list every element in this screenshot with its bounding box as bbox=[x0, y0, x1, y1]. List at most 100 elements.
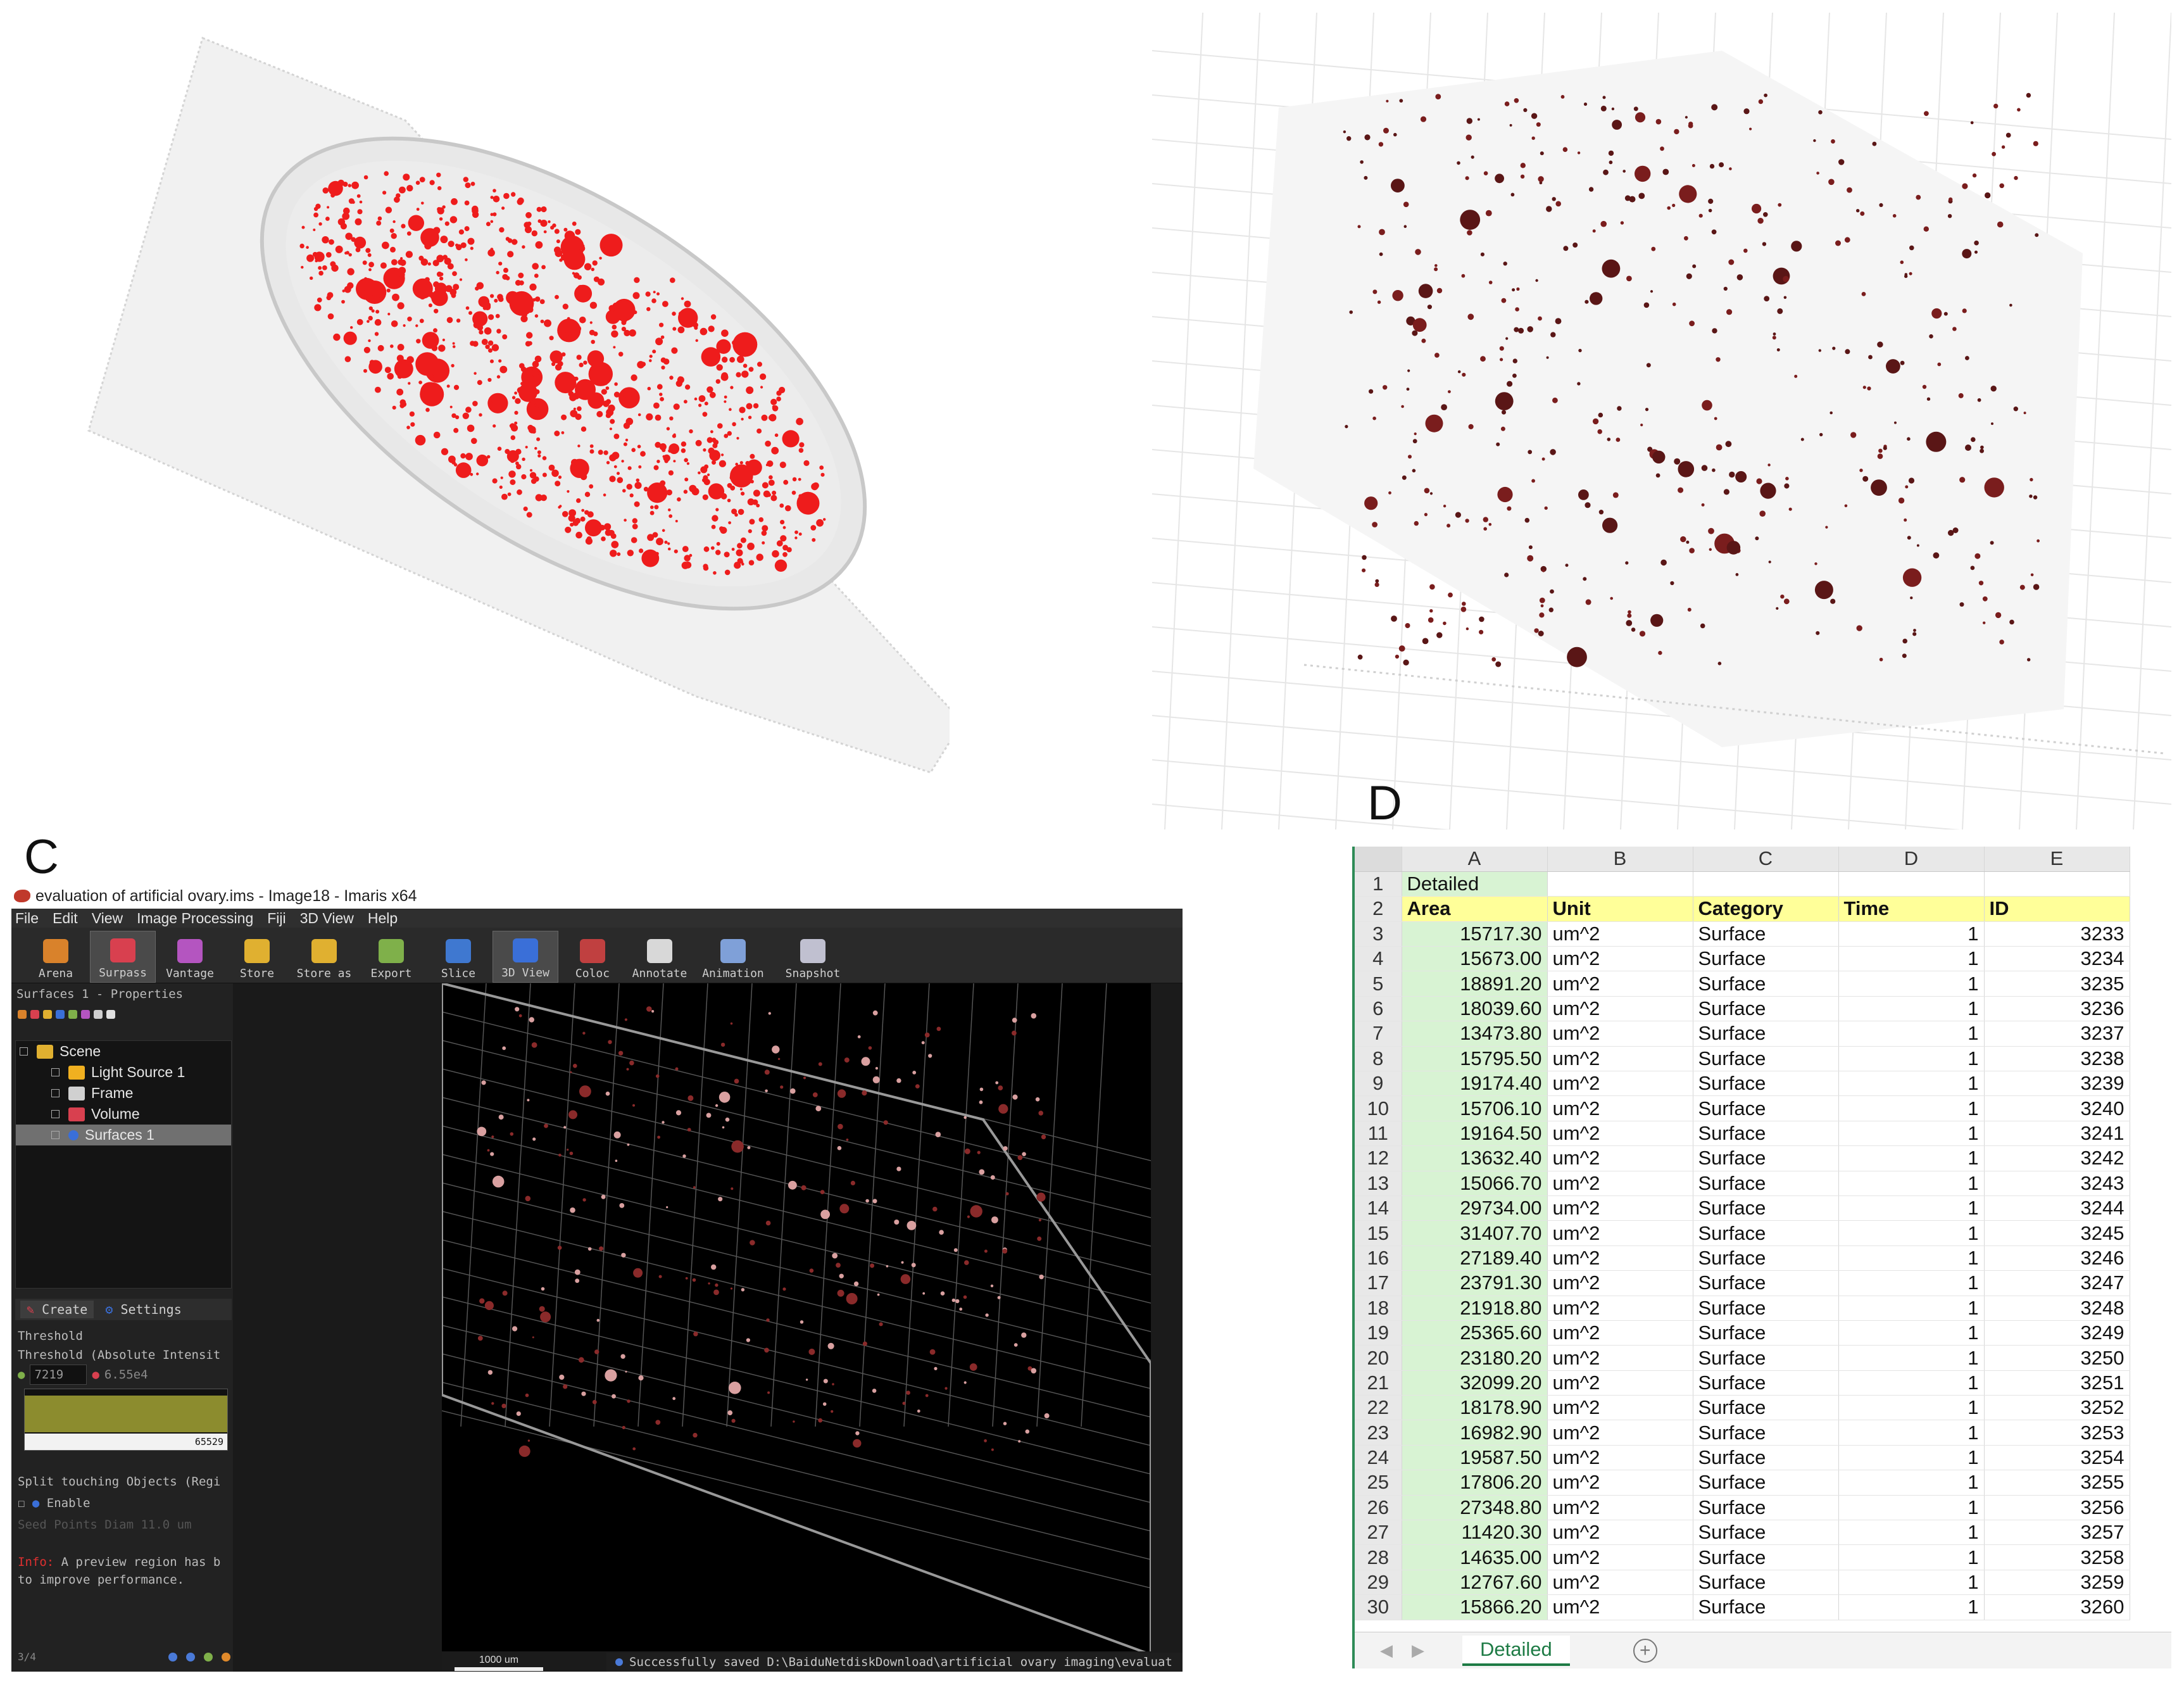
cell-time[interactable]: 1 bbox=[1838, 1195, 1985, 1221]
cell-area[interactable]: 15673.00 bbox=[1402, 946, 1548, 972]
threshold-lock-icon[interactable]: ● bbox=[18, 1368, 25, 1382]
threshold-value-field[interactable]: 7219 bbox=[30, 1365, 87, 1385]
row-header[interactable]: 17 bbox=[1355, 1270, 1402, 1296]
row-header[interactable]: 27 bbox=[1355, 1520, 1402, 1546]
menu-file[interactable]: File bbox=[15, 909, 39, 926]
cell-category[interactable]: Surface bbox=[1693, 1171, 1839, 1196]
add-cells-icon[interactable] bbox=[43, 1010, 52, 1019]
cell-unit[interactable]: um^2 bbox=[1547, 1220, 1693, 1246]
cell-unit[interactable]: um^2 bbox=[1547, 1171, 1693, 1196]
visibility-checkbox[interactable] bbox=[51, 1131, 60, 1139]
cell-category[interactable]: Surface bbox=[1693, 1046, 1839, 1072]
cell-category[interactable]: Surface bbox=[1693, 946, 1839, 972]
header-cell-time[interactable]: Time bbox=[1838, 896, 1985, 922]
cell-unit[interactable]: um^2 bbox=[1547, 1470, 1693, 1496]
tree-node-light-source[interactable]: Light Source 1 bbox=[16, 1062, 231, 1083]
cell-category[interactable]: Surface bbox=[1693, 1145, 1839, 1171]
tree-node-volume[interactable]: Volume bbox=[16, 1104, 231, 1125]
cell-area[interactable]: 19587.50 bbox=[1402, 1445, 1548, 1471]
row-header[interactable]: 15 bbox=[1355, 1220, 1402, 1246]
cell-unit[interactable]: um^2 bbox=[1547, 996, 1693, 1022]
prev-sheet-icon[interactable]: ◀ bbox=[1380, 1641, 1393, 1660]
menu-help[interactable]: Help bbox=[367, 909, 398, 926]
cell-area[interactable]: 15866.20 bbox=[1402, 1594, 1548, 1620]
cell-unit[interactable]: um^2 bbox=[1547, 1296, 1693, 1321]
row-header[interactable]: 1 bbox=[1355, 871, 1402, 897]
cell-category[interactable]: Surface bbox=[1693, 1570, 1839, 1596]
cell-area[interactable]: 16982.90 bbox=[1402, 1420, 1548, 1446]
cell-time[interactable]: 1 bbox=[1838, 1570, 1985, 1596]
row-header[interactable]: 22 bbox=[1355, 1395, 1402, 1421]
cell-id[interactable]: 3241 bbox=[1984, 1121, 2130, 1147]
cell-unit[interactable]: um^2 bbox=[1547, 1270, 1693, 1296]
row-header[interactable]: 7 bbox=[1355, 1021, 1402, 1047]
cell-category[interactable]: Surface bbox=[1693, 1495, 1839, 1521]
add-clipping-icon[interactable] bbox=[68, 1010, 77, 1019]
cell-category[interactable]: Surface bbox=[1693, 1220, 1839, 1246]
cell-id[interactable]: 3244 bbox=[1984, 1195, 2130, 1221]
row-header[interactable]: 16 bbox=[1355, 1245, 1402, 1271]
cell-unit[interactable]: um^2 bbox=[1547, 1345, 1693, 1371]
cell-unit[interactable]: um^2 bbox=[1547, 946, 1693, 972]
threshold-histogram[interactable]: 65529 bbox=[24, 1389, 228, 1451]
cell-id[interactable]: 3257 bbox=[1984, 1520, 2130, 1546]
cell-area[interactable]: 19174.40 bbox=[1402, 1071, 1548, 1097]
cell-id[interactable]: 3242 bbox=[1984, 1145, 2130, 1171]
cell-area[interactable]: 23791.30 bbox=[1402, 1270, 1548, 1296]
delete-icon[interactable] bbox=[106, 1010, 115, 1019]
add-spots-icon[interactable] bbox=[18, 1010, 27, 1019]
cell-unit[interactable]: um^2 bbox=[1547, 1121, 1693, 1147]
select-all-corner[interactable] bbox=[1355, 847, 1402, 872]
cell-time[interactable]: 1 bbox=[1838, 1245, 1985, 1271]
cell-category[interactable]: Surface bbox=[1693, 1320, 1839, 1346]
wizard-cancel-icon[interactable] bbox=[222, 1652, 230, 1662]
cell-time[interactable]: 1 bbox=[1838, 1320, 1985, 1346]
tab-settings[interactable]: ⚙ Settings bbox=[105, 1302, 182, 1317]
row-header[interactable]: 25 bbox=[1355, 1470, 1402, 1496]
cell-category[interactable]: Surface bbox=[1693, 1470, 1839, 1496]
menu-view[interactable]: View bbox=[91, 909, 123, 926]
cell-id[interactable]: 3239 bbox=[1984, 1071, 2130, 1097]
cell-category[interactable]: Surface bbox=[1693, 1071, 1839, 1097]
cell-area[interactable]: 32099.20 bbox=[1402, 1370, 1548, 1396]
col-header-d[interactable]: D bbox=[1838, 847, 1985, 872]
cell-unit[interactable]: um^2 bbox=[1547, 1021, 1693, 1047]
cell-category[interactable]: Surface bbox=[1693, 1445, 1839, 1471]
cell-unit[interactable]: um^2 bbox=[1547, 1544, 1693, 1570]
cell-id[interactable]: 3248 bbox=[1984, 1296, 2130, 1321]
visibility-checkbox[interactable] bbox=[51, 1089, 60, 1097]
toolbar-slice-button[interactable]: Slice bbox=[425, 931, 491, 983]
row-header[interactable]: 2 bbox=[1355, 896, 1402, 922]
row-header[interactable]: 11 bbox=[1355, 1121, 1402, 1147]
cell-category[interactable]: Surface bbox=[1693, 971, 1839, 997]
toolbar-coloc-button[interactable]: Coloc bbox=[560, 931, 625, 983]
cell-unit[interactable]: um^2 bbox=[1547, 971, 1693, 997]
cell-id[interactable]: 3250 bbox=[1984, 1345, 2130, 1371]
toolbar-arena-button[interactable]: Arena bbox=[23, 931, 89, 983]
next-sheet-icon[interactable]: ▶ bbox=[1412, 1641, 1424, 1660]
cell-unit[interactable]: um^2 bbox=[1547, 1071, 1693, 1097]
cell-category[interactable]: Surface bbox=[1693, 1245, 1839, 1271]
cell-time[interactable]: 1 bbox=[1838, 1370, 1985, 1396]
add-filaments-icon[interactable] bbox=[56, 1010, 65, 1019]
add-surfaces-icon[interactable] bbox=[30, 1010, 39, 1019]
row-header[interactable]: 18 bbox=[1355, 1296, 1402, 1321]
cell-time[interactable]: 1 bbox=[1838, 1046, 1985, 1072]
row-header[interactable]: 30 bbox=[1355, 1594, 1402, 1620]
cell-id[interactable]: 3260 bbox=[1984, 1594, 2130, 1620]
cell-category[interactable]: Surface bbox=[1693, 1095, 1839, 1121]
cell-id[interactable]: 3255 bbox=[1984, 1470, 2130, 1496]
cell-id[interactable]: 3254 bbox=[1984, 1445, 2130, 1471]
cell-unit[interactable]: um^2 bbox=[1547, 1594, 1693, 1620]
cell-time[interactable]: 1 bbox=[1838, 996, 1985, 1022]
tab-create[interactable]: ✎ Create bbox=[20, 1301, 94, 1318]
row-header[interactable]: 19 bbox=[1355, 1320, 1402, 1346]
toolbar-3d-view-button[interactable]: 3D View bbox=[493, 931, 558, 983]
cell-unit[interactable]: um^2 bbox=[1547, 1420, 1693, 1446]
cell-unit[interactable]: um^2 bbox=[1547, 1520, 1693, 1546]
cell-category[interactable]: Surface bbox=[1693, 1594, 1839, 1620]
cell-area[interactable]: 11420.30 bbox=[1402, 1520, 1548, 1546]
cell-id[interactable]: 3240 bbox=[1984, 1095, 2130, 1121]
wizard-forward-icon[interactable] bbox=[186, 1652, 195, 1662]
menu-edit[interactable]: Edit bbox=[53, 909, 78, 926]
